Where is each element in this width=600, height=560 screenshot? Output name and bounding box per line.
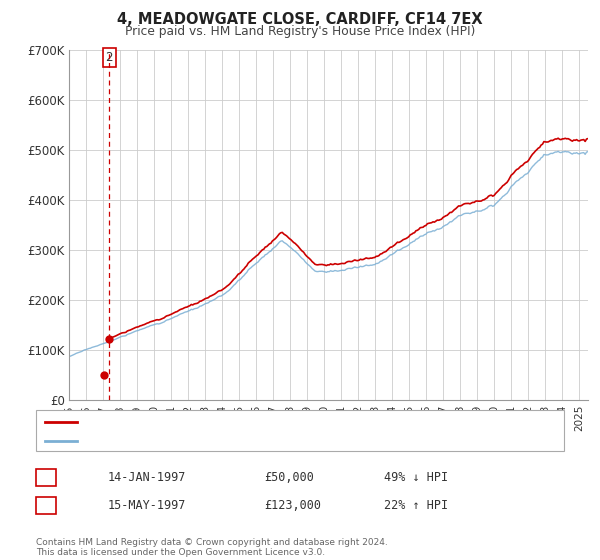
- Text: HPI: Average price, detached house, Cardiff: HPI: Average price, detached house, Card…: [84, 436, 323, 446]
- Text: Contains HM Land Registry data © Crown copyright and database right 2024.: Contains HM Land Registry data © Crown c…: [36, 538, 388, 547]
- Text: 14-JAN-1997: 14-JAN-1997: [108, 471, 187, 484]
- Text: 49% ↓ HPI: 49% ↓ HPI: [384, 471, 448, 484]
- Text: £50,000: £50,000: [264, 471, 314, 484]
- Text: Price paid vs. HM Land Registry's House Price Index (HPI): Price paid vs. HM Land Registry's House …: [125, 25, 475, 38]
- Text: This data is licensed under the Open Government Licence v3.0.: This data is licensed under the Open Gov…: [36, 548, 325, 557]
- Text: £123,000: £123,000: [264, 499, 321, 512]
- Text: 2: 2: [42, 499, 50, 512]
- Text: 4, MEADOWGATE CLOSE, CARDIFF, CF14 7EX: 4, MEADOWGATE CLOSE, CARDIFF, CF14 7EX: [117, 12, 483, 27]
- Text: 22% ↑ HPI: 22% ↑ HPI: [384, 499, 448, 512]
- Text: 4, MEADOWGATE CLOSE, CARDIFF, CF14 7EX (detached house): 4, MEADOWGATE CLOSE, CARDIFF, CF14 7EX (…: [84, 417, 430, 427]
- Text: 1: 1: [42, 471, 50, 484]
- Text: 15-MAY-1997: 15-MAY-1997: [108, 499, 187, 512]
- Text: 2: 2: [106, 52, 113, 64]
